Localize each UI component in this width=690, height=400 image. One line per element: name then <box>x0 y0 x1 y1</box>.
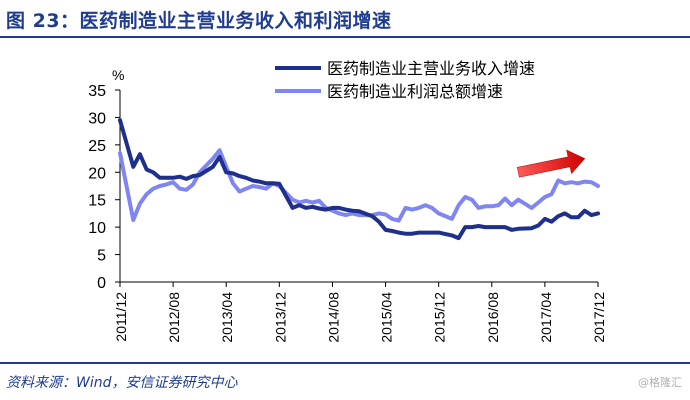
series-line-revenue-growth <box>118 118 600 241</box>
y-axis-unit-label: % <box>112 67 124 83</box>
legend-label: 医药制造业主营业务收入增速 <box>327 59 535 78</box>
annotation-layer <box>517 149 586 178</box>
figure-header: 图 23：医药制造业主营业务收入和利润增速 <box>0 0 690 40</box>
y-tick-label: 20 <box>88 165 106 182</box>
x-tick-label: 2015/12 <box>432 292 448 343</box>
x-tick-label: 2013/12 <box>272 292 288 343</box>
watermark: @格隆汇 <box>638 376 682 389</box>
figure-footer: 资料来源：Wind，安信证券研究中心 @格隆汇 <box>0 362 690 400</box>
y-tick-label: 30 <box>88 110 106 127</box>
x-tick-label: 2012/08 <box>166 292 182 343</box>
trend-arrow-shape <box>517 149 586 178</box>
chart-area: % 0 5 10 15 20 25 30 35 2011/12 2012/08 2013/04 20… <box>0 40 690 360</box>
y-axis: 0 5 10 15 20 25 30 35 <box>88 83 121 292</box>
series-line-profit-growth <box>118 148 600 223</box>
x-axis: 2011/12 2012/08 2013/04 2013/12 2014/08 2015/… <box>113 281 607 343</box>
x-tick-label: 2014/08 <box>325 292 341 343</box>
x-tick-label: 2011/12 <box>113 292 129 342</box>
y-tick-label: 0 <box>97 275 106 292</box>
y-tick-label: 10 <box>88 220 106 237</box>
y-tick-label: 5 <box>97 248 106 265</box>
footer-divider <box>0 362 690 364</box>
y-tick-label: 35 <box>88 83 106 100</box>
x-tick-label: 2017/12 <box>591 292 607 343</box>
legend-label: 医药制造业利润总额增速 <box>327 82 503 101</box>
source-note: 资料来源：Wind，安信证券研究中心 <box>6 375 238 391</box>
x-tick-label: 2013/04 <box>219 292 235 343</box>
series-layer <box>118 118 600 241</box>
trend-arrow-icon <box>517 149 586 178</box>
x-tick-label: 2017/04 <box>538 292 554 343</box>
y-tick-label: 25 <box>88 138 106 155</box>
figure-title: 图 23：医药制造业主营业务收入和利润增速 <box>6 10 392 32</box>
y-tick-label: 15 <box>88 193 106 210</box>
x-tick-label: 2016/08 <box>485 292 501 343</box>
title-divider <box>0 36 690 38</box>
x-tick-label: 2015/04 <box>379 292 395 343</box>
